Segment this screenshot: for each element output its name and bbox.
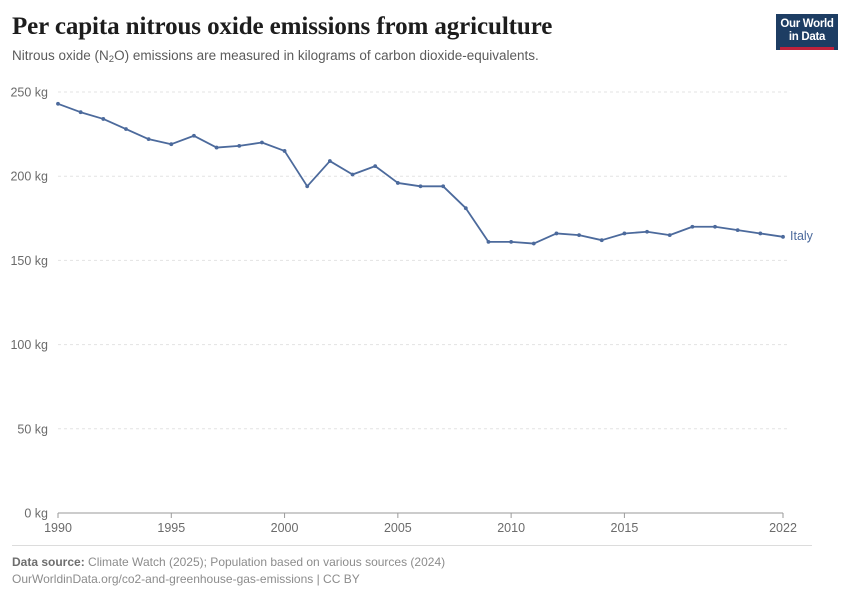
data-point[interactable]	[667, 233, 672, 238]
y-axis-tick-label: 250 kg	[10, 86, 48, 100]
data-point[interactable]	[758, 231, 763, 236]
data-point[interactable]	[645, 229, 649, 234]
page-title: Per capita nitrous oxide emissions from …	[12, 13, 553, 40]
data-point[interactable]	[418, 184, 423, 189]
data-point[interactable]	[622, 231, 627, 236]
chart-footer: Data source: Climate Watch (2025); Popul…	[12, 545, 812, 588]
x-axis-tick-label: 1990	[44, 521, 72, 535]
data-point[interactable]	[577, 233, 581, 238]
y-axis-tick-label: 200 kg	[10, 170, 48, 184]
subtitle-subscript: 2	[108, 54, 115, 65]
data-point[interactable]	[690, 224, 695, 229]
data-point[interactable]	[486, 239, 491, 244]
data-point[interactable]	[169, 142, 174, 147]
gridlines	[58, 91, 790, 430]
data-point[interactable]	[509, 239, 514, 244]
data-source-value: Climate Watch (2025); Population based o…	[88, 555, 446, 569]
x-axis-tick-label: 2000	[271, 521, 299, 535]
data-point[interactable]	[373, 164, 378, 169]
owid-logo[interactable]: Our World in Data	[776, 14, 838, 50]
data-point[interactable]	[282, 149, 287, 153]
y-axis-tick-label: 0 kg	[24, 507, 48, 521]
logo-line-2: in Data	[788, 31, 826, 43]
x-axis-tick-label: 2022	[769, 521, 797, 535]
data-point[interactable]	[124, 127, 128, 131]
data-point[interactable]	[214, 145, 219, 150]
y-axis-tick-label: 100 kg	[10, 338, 48, 352]
data-source-line: Data source: Climate Watch (2025); Popul…	[12, 554, 812, 571]
chart-header: Per capita nitrous oxide emissions from …	[12, 12, 752, 67]
data-point[interactable]	[146, 137, 151, 142]
x-axis-tick-label: 2010	[497, 521, 525, 535]
y-axis-labels: 0 kg 50 kg 100 kg 150 kg 200 kg 250 kg	[10, 86, 48, 521]
data-point[interactable]	[781, 234, 785, 239]
x-axis-tick-label: 2005	[384, 521, 412, 535]
data-point[interactable]	[735, 228, 740, 232]
x-axis-tick-label: 1995	[157, 521, 185, 535]
data-point[interactable]	[305, 184, 310, 189]
data-point[interactable]	[327, 159, 332, 163]
data-point[interactable]	[78, 110, 83, 115]
y-axis-tick-label: 50 kg	[17, 422, 48, 436]
data-point[interactable]	[101, 117, 106, 121]
data-point[interactable]	[237, 143, 242, 148]
logo-red-rule	[780, 47, 834, 50]
x-axis-tick-label: 2015	[611, 521, 639, 535]
subtitle-text-after: O) emissions are measured in kilograms o…	[114, 48, 539, 63]
footer-divider	[12, 545, 812, 546]
data-point[interactable]	[441, 184, 446, 189]
footer-link[interactable]: OurWorldinData.org/co2-and-greenhouse-ga…	[12, 572, 360, 586]
data-point[interactable]	[192, 133, 196, 138]
data-point[interactable]	[260, 140, 264, 145]
series-end-labels: Italy	[790, 229, 814, 243]
data-point[interactable]	[554, 231, 559, 236]
data-point[interactable]	[395, 181, 400, 185]
data-series	[56, 101, 785, 246]
x-axis	[57, 512, 784, 518]
subtitle-text-before: Nitrous oxide (N	[12, 48, 109, 63]
x-axis-labels: 1990 1995 2000 2005 2010 2015 2022	[44, 521, 797, 535]
y-axis-tick-label: 150 kg	[10, 254, 48, 268]
series-line-italy[interactable]	[57, 102, 784, 245]
data-point[interactable]	[599, 238, 604, 243]
logo-line-1: Our World	[780, 18, 834, 30]
chart-subtitle: Nitrous oxide (N2O) emissions are measur…	[12, 47, 752, 67]
data-point[interactable]	[350, 172, 355, 177]
data-point[interactable]	[531, 241, 536, 246]
data-point[interactable]	[713, 224, 717, 229]
data-point[interactable]	[56, 101, 60, 106]
data-point[interactable]	[463, 206, 468, 211]
series-label-italy[interactable]: Italy	[790, 229, 814, 243]
data-source-label: Data source:	[12, 555, 85, 569]
